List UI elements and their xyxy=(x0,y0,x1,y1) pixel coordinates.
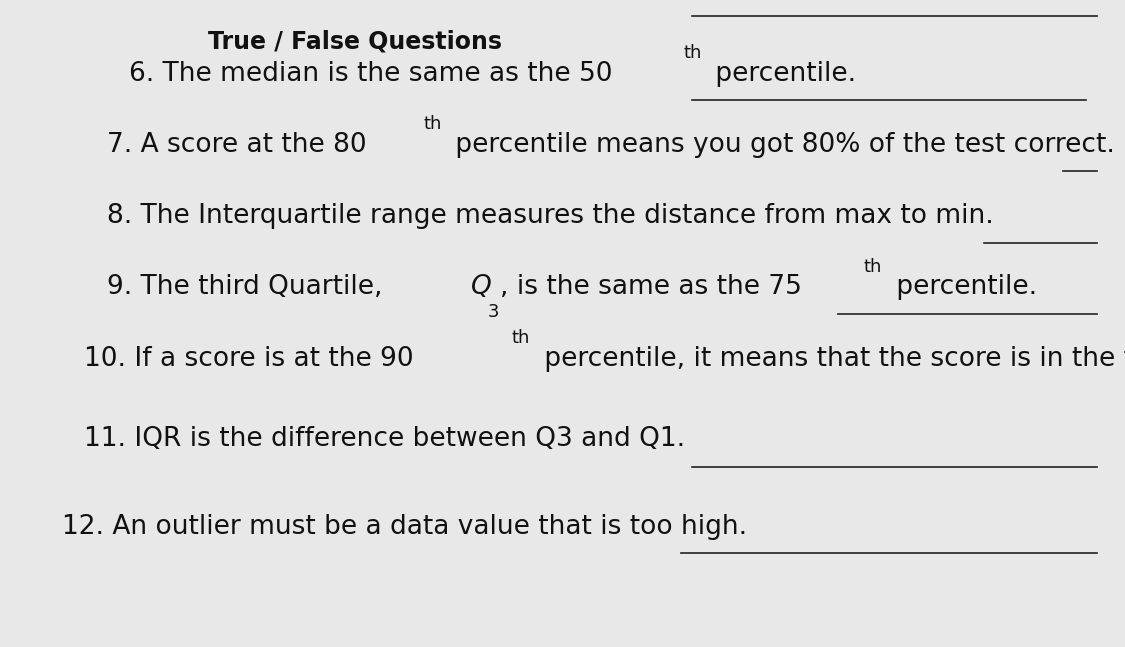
Text: 10. If a score is at the 90: 10. If a score is at the 90 xyxy=(84,345,414,371)
Text: True / False Questions: True / False Questions xyxy=(208,29,502,53)
Text: 12. An outlier must be a data value that is too high.: 12. An outlier must be a data value that… xyxy=(62,514,747,540)
Text: 11. IQR is the difference between Q3 and Q1.: 11. IQR is the difference between Q3 and… xyxy=(84,426,685,452)
Text: percentile.: percentile. xyxy=(888,274,1037,300)
Text: 7. A score at the 80: 7. A score at the 80 xyxy=(107,132,367,158)
Text: th: th xyxy=(423,115,442,133)
Text: 3: 3 xyxy=(487,303,500,321)
Text: th: th xyxy=(684,44,702,62)
Text: th: th xyxy=(512,329,530,347)
Text: 6. The median is the same as the 50: 6. The median is the same as the 50 xyxy=(129,61,613,87)
Text: 8. The Interquartile range measures the distance from max to min.: 8. The Interquartile range measures the … xyxy=(107,203,993,229)
Text: percentile means you got 80% of the test correct.: percentile means you got 80% of the test… xyxy=(448,132,1115,158)
Text: percentile, it means that the score is in the top 10: percentile, it means that the score is i… xyxy=(536,345,1125,371)
Text: Q: Q xyxy=(471,274,492,300)
Text: th: th xyxy=(864,258,882,276)
Text: percentile.: percentile. xyxy=(708,61,856,87)
Text: , is the same as the 75: , is the same as the 75 xyxy=(500,274,801,300)
Text: 9. The third Quartile,: 9. The third Quartile, xyxy=(107,274,390,300)
